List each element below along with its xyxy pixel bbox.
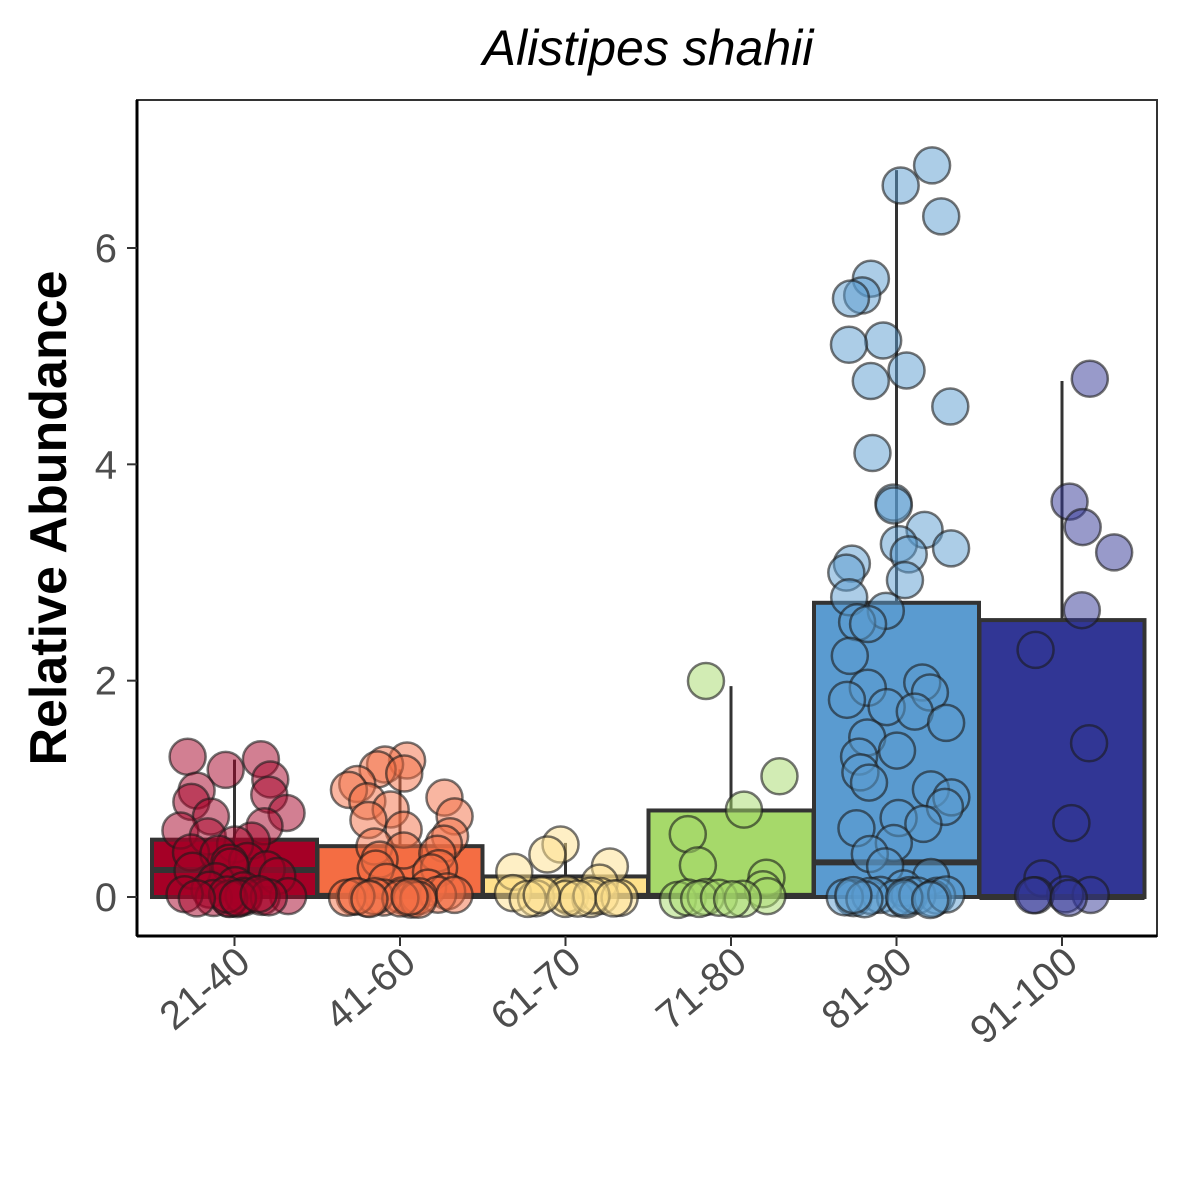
data-point (848, 604, 888, 644)
data-point (849, 763, 889, 802)
data-point (760, 757, 799, 796)
y-tick-label: 2 (95, 660, 117, 704)
data-point (558, 879, 598, 918)
data-point (863, 321, 903, 360)
data-point (931, 529, 971, 568)
x-tick-label: 41-60 (317, 939, 424, 1038)
data-point (168, 737, 207, 777)
data-point (1016, 630, 1055, 670)
data-point (1069, 723, 1109, 763)
data-point (931, 387, 970, 426)
data-point (853, 433, 892, 473)
data-point (834, 875, 873, 915)
x-tick-label: 71-80 (648, 939, 755, 1038)
plot-area: 0 2 4 6 21-40 41-60 61-70 71-80 81-90 91-100 (95, 99, 1158, 1053)
data-point (678, 846, 718, 885)
data-point (594, 879, 633, 918)
data-point (926, 703, 966, 743)
data-point (712, 880, 752, 919)
data-point (829, 325, 869, 365)
data-point (831, 279, 871, 318)
data-point (887, 351, 926, 390)
data-point (921, 197, 961, 236)
y-tick-label: 4 (95, 443, 117, 487)
data-point (1094, 533, 1134, 572)
data-point (1013, 875, 1053, 915)
data-point (206, 750, 245, 790)
x-tick-label: 81-90 (814, 939, 921, 1038)
data-point (877, 731, 917, 770)
data-point (1052, 803, 1091, 843)
data-point (350, 879, 389, 919)
chart-title: Alistipes shahii (480, 20, 816, 76)
data-point (851, 361, 891, 401)
data-point (522, 875, 561, 915)
bar (977, 618, 1147, 899)
data-point (239, 874, 278, 914)
data-point (1070, 359, 1110, 398)
data-point (912, 146, 952, 185)
data-point (1063, 507, 1102, 547)
y-tick-label: 0 (95, 876, 117, 920)
data-point (881, 166, 920, 205)
data-point (827, 680, 867, 720)
x-tick-label: 61-70 (483, 939, 590, 1038)
data-point (686, 661, 726, 701)
data-point (910, 880, 950, 920)
data-point (724, 790, 764, 829)
data-point (390, 877, 429, 917)
data-point (385, 754, 424, 793)
data-point (830, 636, 870, 676)
x-tick-label: 91-100 (962, 939, 1086, 1053)
y-axis-label: Relative Abundance (20, 270, 78, 765)
data-point (1062, 590, 1102, 630)
x-tick-label: 21-40 (152, 939, 259, 1038)
data-point (874, 486, 914, 525)
y-tick-label: 6 (95, 227, 117, 271)
data-point (435, 875, 474, 915)
data-point (528, 835, 567, 874)
data-point (177, 879, 217, 918)
data-point (1049, 878, 1088, 918)
data-point (885, 560, 925, 600)
data-point (904, 804, 943, 844)
